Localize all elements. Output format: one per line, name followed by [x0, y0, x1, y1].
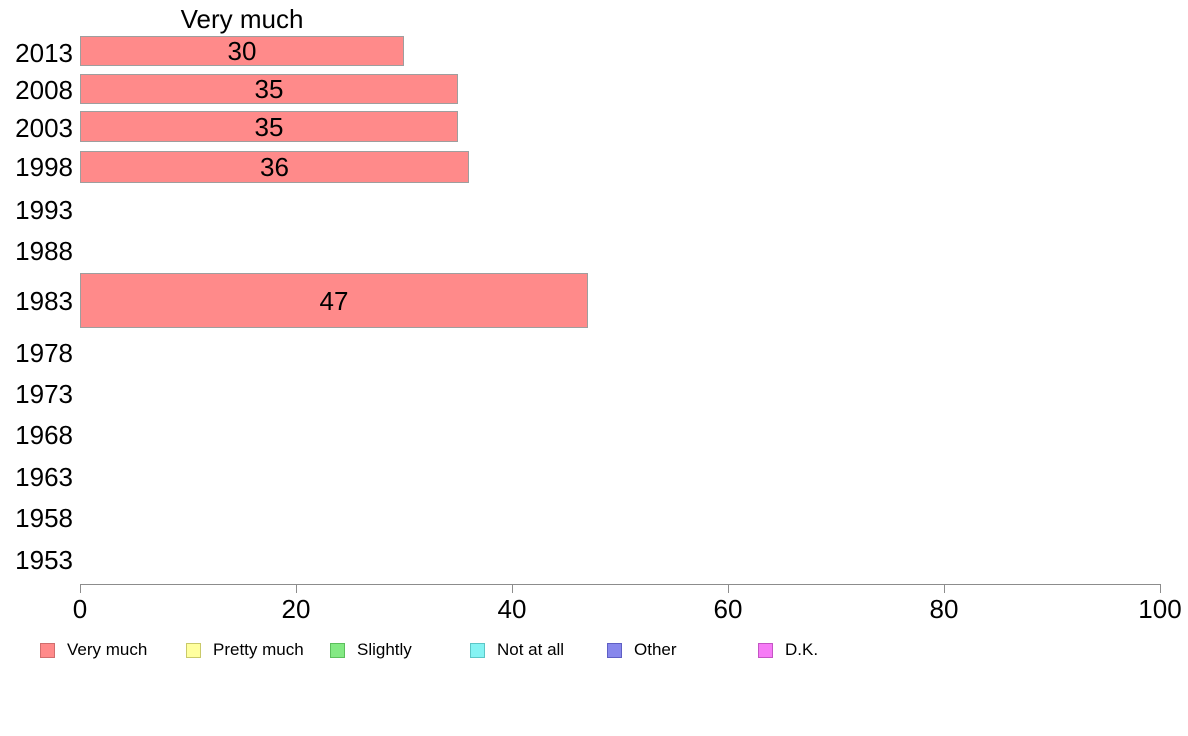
bar-1998: 36 — [80, 151, 469, 183]
x-axis-tick-40 — [512, 584, 513, 593]
bar-2008: 35 — [80, 74, 458, 104]
legend-item-0: Very much — [40, 641, 147, 659]
x-axis-ticklabel-100: 100 — [1138, 594, 1182, 624]
legend-item-3: Not at all — [470, 641, 564, 659]
legend-item-4: Other — [607, 641, 677, 659]
bar-value-label: 35 — [254, 74, 284, 104]
bar-value-label: 35 — [254, 111, 284, 142]
legend-label: Other — [634, 640, 677, 659]
legend-item-2: Slightly — [330, 641, 412, 659]
x-axis-tick-20 — [296, 584, 297, 593]
bar-2003: 35 — [80, 111, 458, 142]
year-label-1958: 1958 — [15, 503, 73, 533]
year-label-1978: 1978 — [15, 338, 73, 368]
legend-swatch-icon — [758, 642, 773, 658]
year-label-2013: 2013 — [15, 38, 73, 68]
year-label-1963: 1963 — [15, 462, 73, 492]
x-axis-ticklabel-60: 60 — [713, 594, 743, 624]
year-label-1953: 1953 — [15, 545, 73, 575]
bar-value-label: 47 — [319, 285, 349, 316]
year-label-1983: 1983 — [15, 286, 73, 316]
x-axis-ticklabel-40: 40 — [497, 594, 527, 624]
x-axis-tick-0 — [80, 584, 81, 593]
year-label-1968: 1968 — [15, 420, 73, 450]
x-axis-ticklabel-20: 20 — [281, 594, 311, 624]
bar-1983: 47 — [80, 273, 588, 328]
year-label-2003: 2003 — [15, 113, 73, 143]
year-label-1998: 1998 — [15, 152, 73, 182]
legend-item-5: D.K. — [758, 641, 818, 659]
legend-swatch-icon — [186, 642, 201, 658]
x-axis-ticklabel-0: 0 — [72, 594, 88, 624]
legend-item-1: Pretty much — [186, 641, 304, 659]
bar-2013: 30 — [80, 36, 404, 66]
x-axis-tick-100 — [1160, 584, 1161, 593]
legend-swatch-icon — [607, 642, 622, 658]
year-label-1973: 1973 — [15, 379, 73, 409]
x-axis-tick-60 — [728, 584, 729, 593]
year-label-1988: 1988 — [15, 236, 73, 266]
bar-value-label: 36 — [260, 152, 289, 182]
legend-label: Pretty much — [213, 640, 304, 659]
chart-title: Very much — [180, 4, 304, 34]
legend-label: Very much — [67, 640, 148, 659]
bar-value-label: 30 — [227, 36, 257, 66]
legend-swatch-icon — [40, 642, 55, 658]
x-axis-tick-80 — [944, 584, 945, 593]
x-axis-ticklabel-80: 80 — [929, 594, 959, 624]
x-axis-line — [80, 584, 1161, 585]
legend-label: D.K. — [785, 640, 819, 659]
legend-swatch-icon — [330, 642, 345, 658]
legend-swatch-icon — [470, 642, 485, 658]
year-label-1993: 1993 — [15, 195, 73, 225]
legend-label: Not at all — [497, 640, 565, 659]
year-label-2008: 2008 — [15, 75, 73, 105]
legend-label: Slightly — [357, 640, 412, 659]
